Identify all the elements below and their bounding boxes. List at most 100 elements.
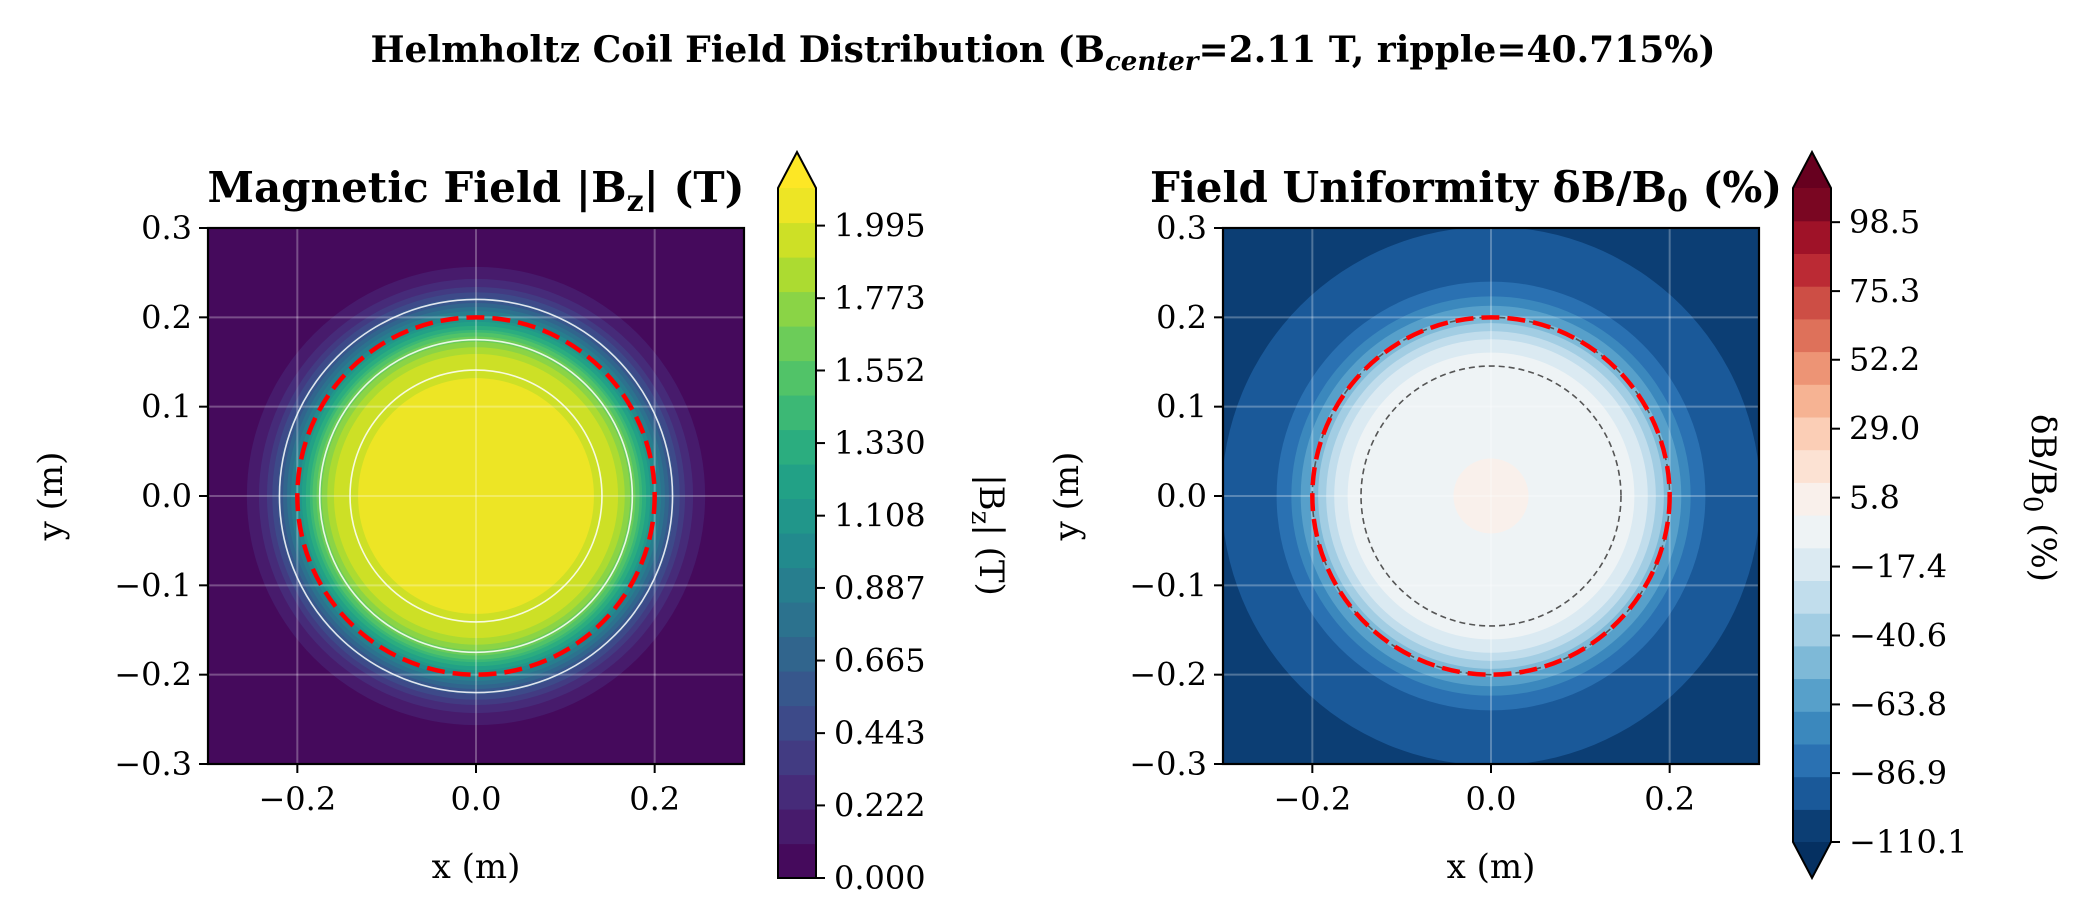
colorbar-band xyxy=(778,705,816,741)
colorbar-band xyxy=(778,326,816,362)
y-tick-label: 0.1 xyxy=(141,388,192,426)
y-tick-label: 0.2 xyxy=(1156,298,1207,336)
colorbar-outline xyxy=(1792,149,1832,881)
colorbar-band xyxy=(778,843,816,879)
colorbar-band xyxy=(778,636,816,672)
colorbar-band xyxy=(1793,743,1831,778)
colorbar-tick-label: 1.995 xyxy=(834,207,926,245)
colorbar: 0.000 0.222 0.443 0.665 0.887 1.108 1.330 1.552… xyxy=(777,149,926,897)
x-axis-label: x (m) xyxy=(432,847,521,887)
colorbar-tick-label: −86.9 xyxy=(1849,754,1947,792)
field-contour-line xyxy=(278,298,674,694)
y-tick-label: −0.1 xyxy=(114,566,192,604)
colorbar-band xyxy=(778,671,816,707)
colorbar-band xyxy=(1793,351,1831,385)
contour-band xyxy=(358,378,594,614)
colorbar-tick-label: 98.5 xyxy=(1849,203,1920,241)
colorbar-band xyxy=(1793,318,1831,353)
colorbar-tick-label: 0.665 xyxy=(834,642,926,680)
panel-title: Field Uniformity δB/B0 (%) xyxy=(1150,163,1782,219)
coil-outline xyxy=(295,315,657,677)
colorbar-tick-label: −110.1 xyxy=(1849,823,1967,861)
colorbar-tick-label: −40.6 xyxy=(1849,616,1947,654)
colorbar-band xyxy=(1793,547,1831,581)
colorbar-band xyxy=(1793,220,1831,254)
colorbar-band xyxy=(778,360,816,396)
y-tick-label: 0.1 xyxy=(1156,388,1207,426)
colorbar-tick-label: 5.8 xyxy=(1849,479,1900,517)
x-tick-label: −0.2 xyxy=(1273,780,1351,818)
colorbar-tick-label: 1.552 xyxy=(834,351,926,389)
x-axis-label: x (m) xyxy=(1447,847,1536,887)
colorbar-band xyxy=(778,533,816,569)
colorbar-band xyxy=(1793,580,1831,614)
colorbar-band xyxy=(778,464,816,500)
colorbar-tick-label: 52.2 xyxy=(1849,341,1920,379)
colorbar-band xyxy=(778,567,816,603)
colorbar-tick-label: 0.443 xyxy=(834,714,926,752)
field-contour-fill xyxy=(208,228,744,764)
colorbar-label: δB/B0 (%) xyxy=(2017,414,2063,582)
colorbar-band xyxy=(1793,776,1831,810)
colorbar-band xyxy=(1793,809,1831,843)
panel-field-uniformity: Field Uniformity δB/B0 (%) x (m) y (m) −… xyxy=(1047,149,2063,887)
colorbar-band xyxy=(1793,482,1831,516)
contour-band xyxy=(1453,458,1529,534)
y-tick-label: 0.3 xyxy=(141,209,192,247)
colorbar-band xyxy=(778,809,816,845)
figure-title: Helmholtz Coil Field Distribution (Bcent… xyxy=(370,29,1715,77)
colorbar-extend-max xyxy=(1793,152,1831,188)
uniformity-contour-fill xyxy=(1223,228,1759,764)
y-tick-label: 0.0 xyxy=(141,477,192,515)
colorbar-band xyxy=(1793,416,1831,451)
panel-magnetic-field: Magnetic Field |Bz| (T) x (m) y (m) −0.2… xyxy=(31,149,1011,897)
colorbar-tick-label: 0.000 xyxy=(834,859,926,897)
colorbar-band xyxy=(778,188,816,224)
colorbar-outline xyxy=(777,149,817,879)
colorbar-tick-label: 1.330 xyxy=(834,424,926,462)
colorbar-band xyxy=(778,429,816,465)
colorbar-band xyxy=(1793,449,1831,483)
colorbar-tick-label: 1.773 xyxy=(834,279,926,317)
y-tick-label: −0.3 xyxy=(114,745,192,783)
y-tick-label: −0.3 xyxy=(1129,745,1207,783)
colorbar-tick-label: −63.8 xyxy=(1849,685,1947,723)
colorbar-band xyxy=(778,774,816,810)
colorbar-band xyxy=(778,498,816,534)
y-axis-label: y (m) xyxy=(31,452,71,542)
colorbar-tick-label: −17.4 xyxy=(1849,548,1947,586)
colorbar: −110.1 −86.9 −63.8 −40.6 −17.4 5.8 29.0 52.2 75.… xyxy=(1792,149,1967,881)
y-tick-label: 0.2 xyxy=(141,298,192,336)
contour-lines xyxy=(278,298,674,694)
field-contour-line xyxy=(318,338,634,654)
colorbar-band xyxy=(1793,384,1831,418)
colorbar-tick-label: 75.3 xyxy=(1849,272,1920,310)
coil-outline xyxy=(1310,315,1672,677)
colorbar-band xyxy=(778,740,816,776)
colorbar-tick-label: 29.0 xyxy=(1849,410,1920,448)
colorbar-band xyxy=(1793,613,1831,647)
colorbar-band xyxy=(778,602,816,638)
colorbar-band xyxy=(1793,645,1831,680)
colorbar-tick-label: 1.108 xyxy=(834,497,926,535)
x-tick-label: 0.0 xyxy=(1466,780,1517,818)
x-tick-label: 0.2 xyxy=(1644,780,1695,818)
x-tick-label: −0.2 xyxy=(258,780,336,818)
y-tick-label: 0.0 xyxy=(1156,477,1207,515)
y-axis-label: y (m) xyxy=(1047,452,1087,542)
colorbar-band xyxy=(778,222,816,258)
colorbar-band xyxy=(1793,678,1831,712)
x-tick-label: 0.2 xyxy=(629,780,680,818)
colorbar-label: |Bz| (T) xyxy=(965,474,1011,596)
colorbar-tick-label: 0.887 xyxy=(834,569,926,607)
colorbar-band xyxy=(778,257,816,293)
colorbar-extend-min xyxy=(1793,842,1831,878)
y-tick-label: −0.2 xyxy=(1129,656,1207,694)
colorbar-band xyxy=(1793,515,1831,549)
colorbar-band xyxy=(778,395,816,431)
colorbar-band xyxy=(1793,253,1831,287)
panel-title: Magnetic Field |Bz| (T) xyxy=(207,163,744,219)
colorbar-extend-max xyxy=(778,152,816,188)
x-tick-label: 0.0 xyxy=(451,780,502,818)
